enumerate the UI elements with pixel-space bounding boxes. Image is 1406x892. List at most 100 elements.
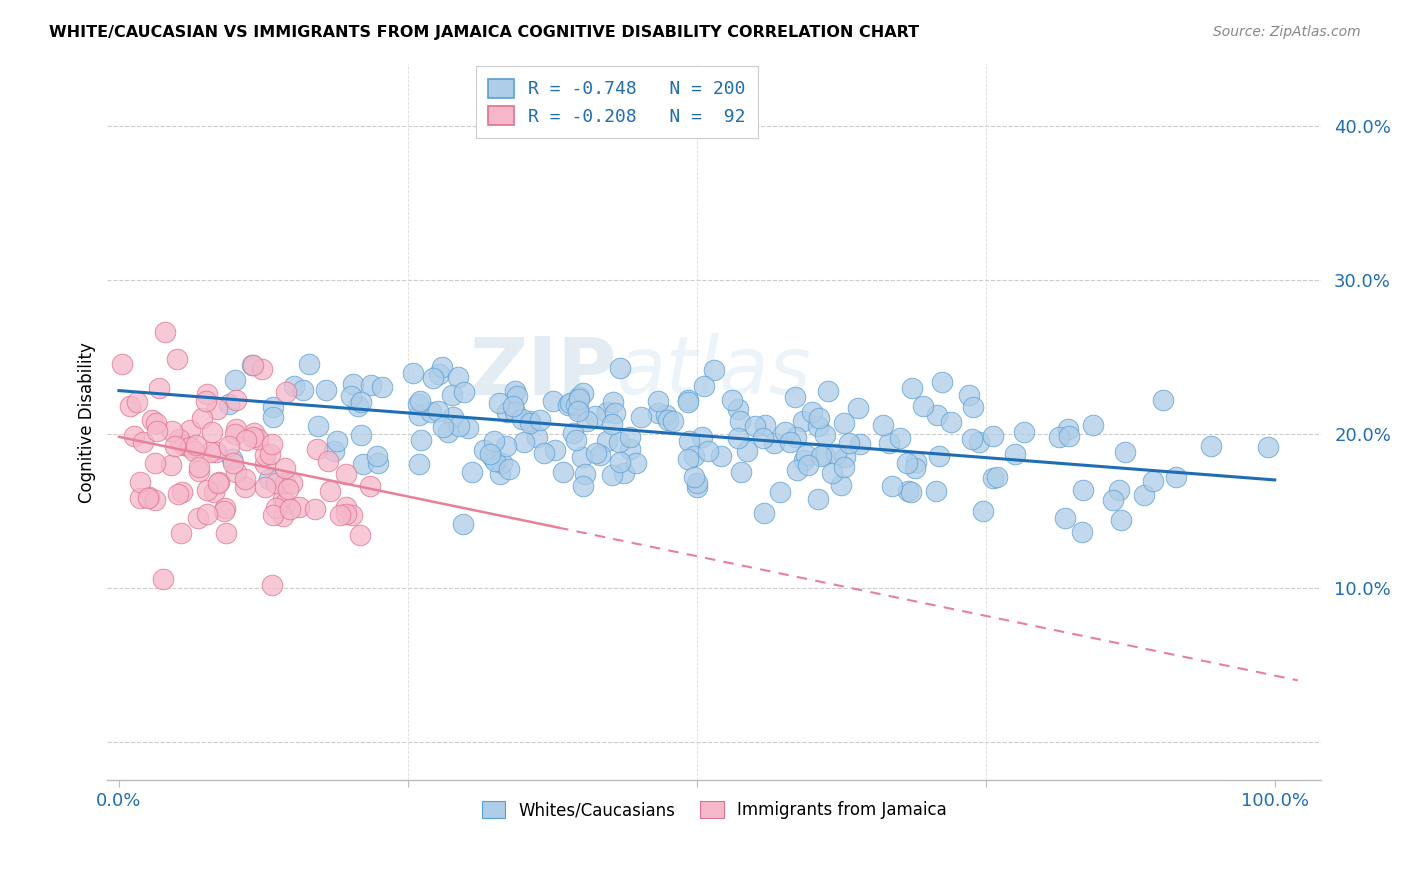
Point (329, 508, 352, 523)
Point (224, 373, 246, 387)
Point (807, 418, 830, 433)
Point (793, 453, 815, 467)
Point (138, 490, 160, 504)
Point (830, 478, 852, 492)
Point (880, 479, 903, 493)
Point (744, 419, 766, 434)
Point (262, 436, 284, 450)
Point (187, 460, 209, 475)
Point (242, 358, 264, 372)
Point (583, 409, 606, 423)
Point (235, 480, 257, 494)
Point (191, 411, 214, 425)
Point (461, 465, 484, 479)
Point (533, 446, 555, 460)
Point (519, 416, 541, 430)
Point (250, 361, 273, 376)
Point (274, 384, 297, 399)
Point (927, 409, 949, 423)
Point (986, 470, 1008, 484)
Point (426, 404, 449, 418)
Point (366, 450, 388, 464)
Point (814, 427, 837, 442)
Point (406, 397, 429, 411)
Point (427, 367, 450, 381)
Point (676, 392, 699, 407)
Point (195, 508, 218, 522)
Point (624, 456, 647, 470)
Point (925, 483, 948, 498)
Point (159, 458, 181, 472)
Point (498, 462, 520, 476)
Point (897, 484, 920, 499)
Point (728, 414, 751, 428)
Point (686, 476, 709, 491)
Point (600, 417, 623, 431)
Point (1012, 425, 1035, 439)
Point (1199, 439, 1222, 453)
Point (132, 434, 155, 449)
Point (472, 442, 495, 457)
Point (129, 475, 152, 490)
Point (1057, 428, 1080, 442)
Point (222, 456, 245, 470)
Point (931, 375, 953, 389)
Point (146, 424, 169, 438)
Point (233, 472, 256, 486)
Point (187, 464, 209, 478)
Point (981, 429, 1004, 443)
Point (298, 357, 321, 371)
Point (834, 450, 856, 464)
Point (138, 491, 160, 505)
Point (323, 444, 346, 458)
Point (585, 446, 607, 460)
Point (122, 429, 145, 443)
Point (769, 484, 792, 499)
Point (235, 433, 257, 447)
Point (1053, 511, 1076, 525)
Point (160, 424, 183, 438)
Point (274, 476, 297, 491)
Point (495, 405, 517, 419)
Point (817, 384, 839, 398)
Point (262, 508, 284, 522)
Point (173, 438, 195, 452)
Point (503, 404, 526, 418)
Point (752, 431, 775, 445)
Point (1152, 393, 1174, 408)
Point (647, 406, 669, 420)
Point (686, 480, 709, 494)
Point (488, 396, 510, 410)
Point (326, 434, 349, 448)
Point (572, 386, 595, 401)
Point (801, 405, 824, 419)
Point (939, 415, 962, 429)
Point (544, 443, 567, 458)
Point (607, 434, 630, 449)
Point (564, 398, 586, 412)
Point (872, 418, 894, 433)
Point (247, 433, 270, 447)
Point (342, 376, 364, 391)
Point (1004, 447, 1026, 461)
Point (1101, 493, 1123, 508)
Point (609, 455, 631, 469)
Point (567, 402, 589, 417)
Point (263, 409, 285, 424)
Point (271, 492, 294, 507)
Point (1133, 488, 1156, 502)
Point (201, 425, 224, 439)
Point (451, 517, 474, 532)
Text: WHITE/CAUCASIAN VS IMMIGRANTS FROM JAMAICA COGNITIVE DISABILITY CORRELATION CHAR: WHITE/CAUCASIAN VS IMMIGRANTS FROM JAMAI… (49, 25, 920, 40)
Point (603, 407, 626, 421)
Point (900, 485, 922, 500)
Point (678, 434, 700, 449)
Point (489, 467, 512, 481)
Point (441, 409, 464, 424)
Point (502, 399, 524, 413)
Point (541, 393, 564, 408)
Point (143, 456, 166, 470)
Point (111, 357, 134, 371)
Point (889, 431, 911, 445)
Point (225, 393, 247, 408)
